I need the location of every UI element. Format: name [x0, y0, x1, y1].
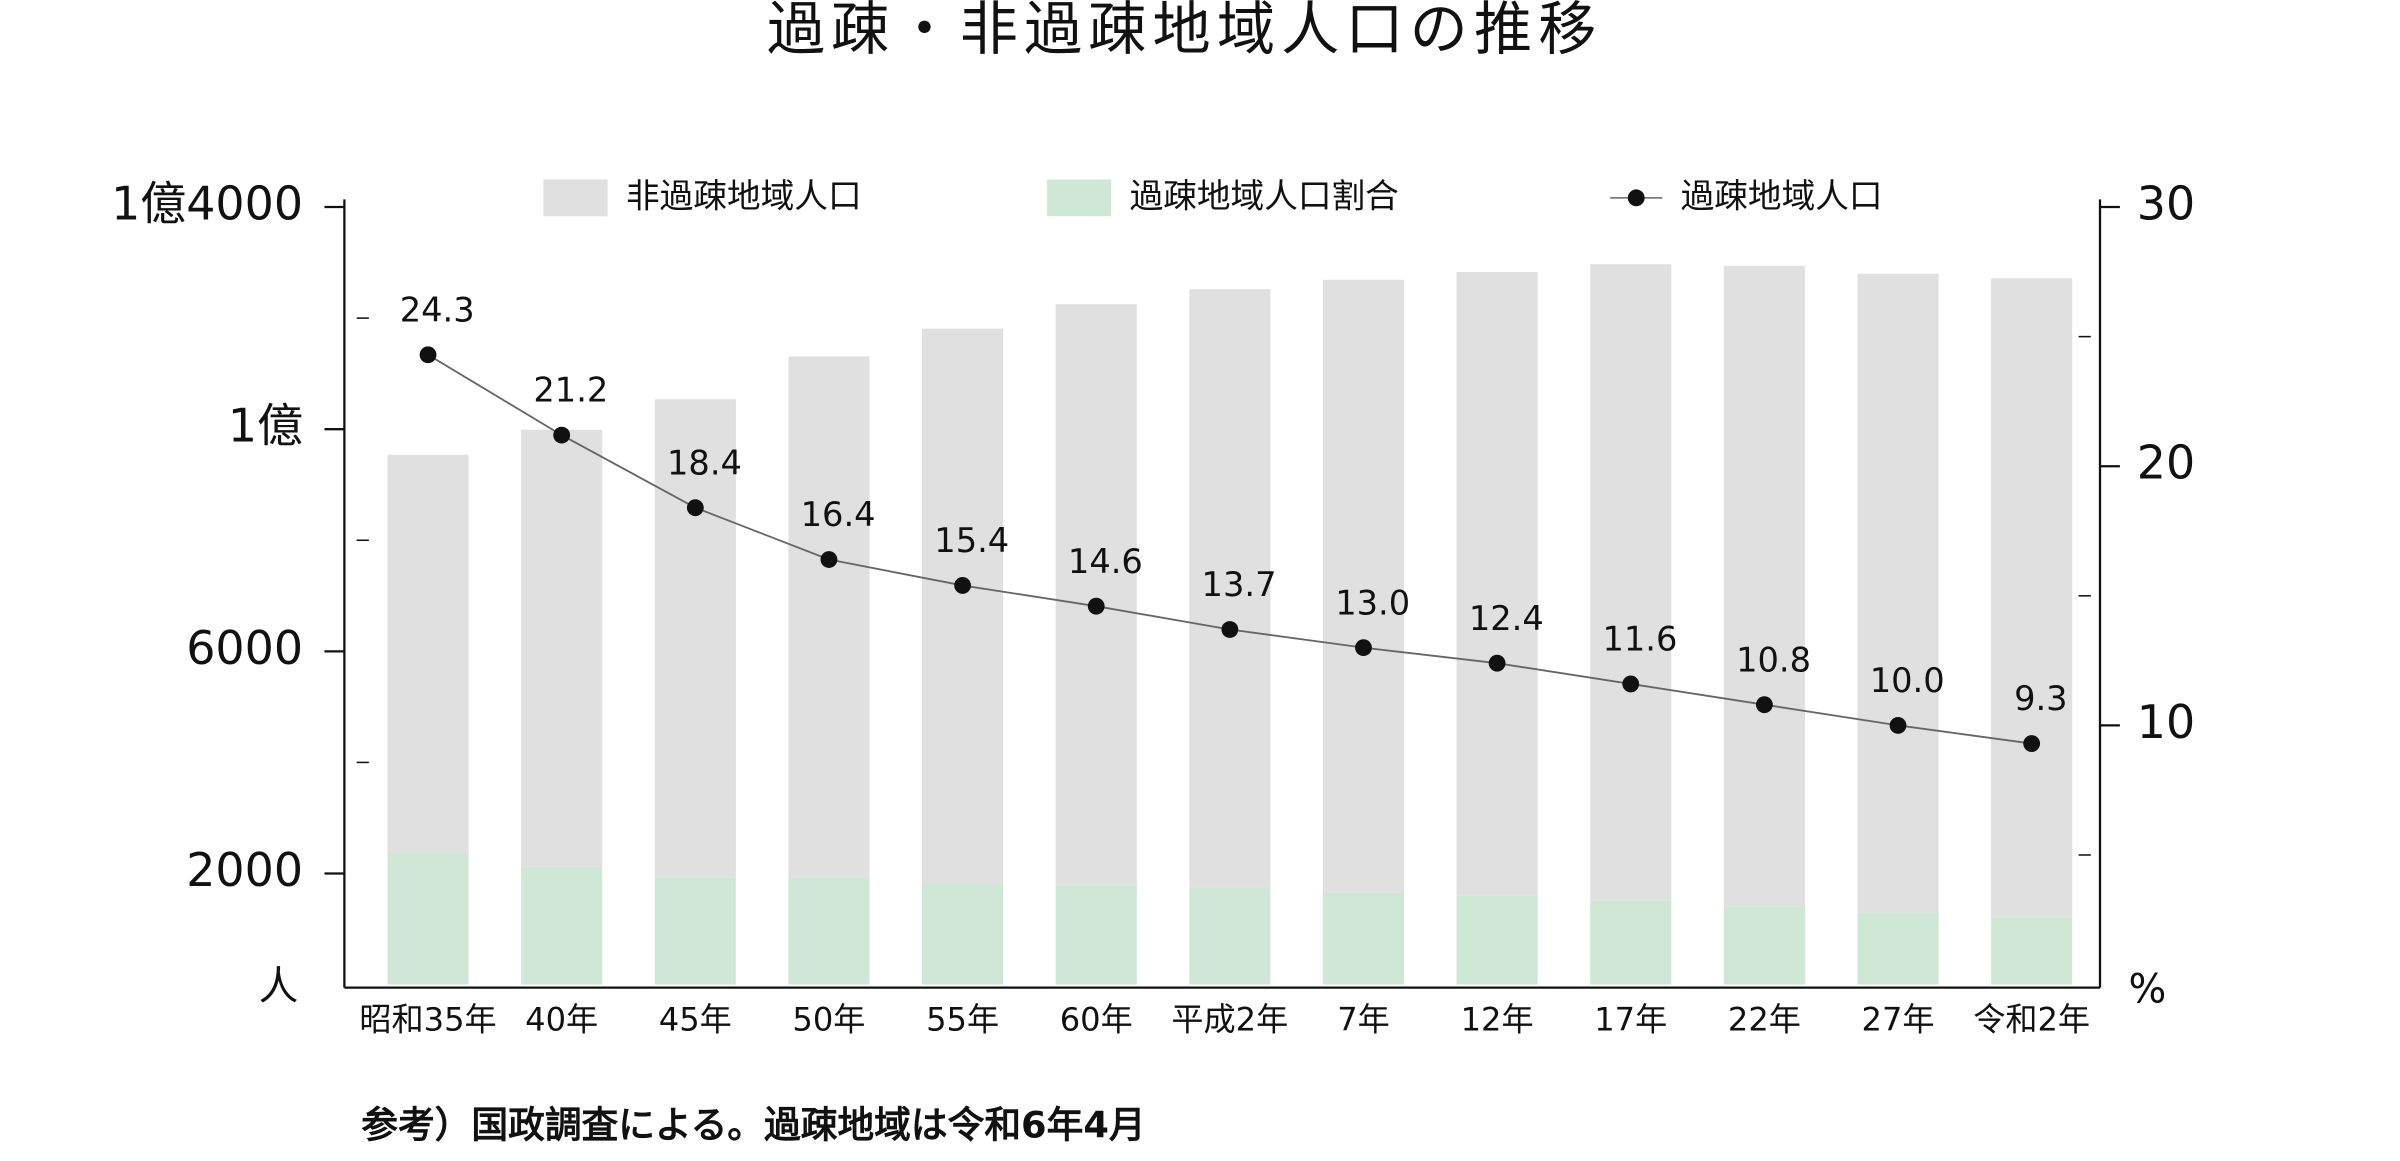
y2-unit: % [2129, 967, 2167, 1013]
data-label: 12.4 [1469, 599, 1544, 638]
marker [2023, 735, 2041, 752]
data-label: 13.7 [1202, 565, 1277, 604]
marker [1355, 639, 1372, 657]
x-tick-label: 7年 [1337, 1000, 1390, 1038]
x-tick-label: 令和2年 [1973, 1000, 2090, 1038]
data-label: 16.4 [801, 495, 876, 534]
bar [1590, 900, 1672, 985]
x-tick-label: 40年 [525, 1000, 598, 1038]
x-tick-label: 昭和35年 [359, 1000, 496, 1038]
chart-title: 過疎・非過疎地域人口の推移 [767, 0, 1603, 63]
data-label: 21.2 [533, 371, 608, 410]
bar [654, 877, 736, 985]
legend-swatch [543, 179, 608, 217]
marker [553, 426, 571, 444]
marker [419, 346, 437, 364]
bar [1857, 273, 1939, 913]
bar [521, 429, 603, 867]
x-tick-label: 平成2年 [1171, 1000, 1288, 1038]
marker [1221, 621, 1239, 638]
data-label: 13.0 [1335, 583, 1410, 622]
x-tick-label: 60年 [1060, 1000, 1133, 1038]
marker [686, 499, 704, 517]
bar [1590, 264, 1672, 901]
y-unit: 人 [259, 964, 299, 1010]
data-label: 10.8 [1736, 640, 1811, 679]
bar [788, 877, 870, 985]
legend-label: 非過疎地域人口 [626, 176, 862, 215]
bar [387, 852, 469, 985]
bar [1991, 278, 2073, 918]
y-tick-label: 1億4000 [111, 177, 303, 231]
data-label: 14.6 [1068, 542, 1143, 581]
data-label: 24.3 [400, 290, 475, 329]
bar [1055, 304, 1137, 886]
data-label: 15.4 [934, 521, 1009, 560]
marker [1755, 696, 1773, 714]
legend-swatch [1046, 179, 1112, 217]
bar [1723, 265, 1805, 907]
bar [922, 883, 1004, 985]
bar [654, 399, 736, 878]
y-tick-label: 6000 [186, 621, 303, 675]
legend-label: 過疎地域人口割合 [1130, 176, 1399, 215]
y2-tick-label: 20 [2137, 436, 2195, 490]
legend-label: 過疎地域人口 [1681, 176, 1883, 215]
marker [1622, 675, 1640, 693]
data-label: 9.3 [2014, 679, 2068, 718]
bar [1857, 912, 1939, 985]
bar [1723, 906, 1805, 985]
y-tick-label: 2000 [186, 843, 303, 897]
x-tick-label: 22年 [1728, 1000, 1801, 1038]
x-tick-label: 45年 [659, 1000, 732, 1038]
bar [1189, 289, 1271, 888]
bar [1322, 279, 1405, 893]
data-label: 10.0 [1870, 661, 1945, 700]
y2-tick-label: 30 [2137, 177, 2195, 231]
x-tick-label: 17年 [1594, 1000, 1667, 1038]
x-tick-label: 12年 [1461, 1000, 1534, 1038]
marker [1087, 597, 1105, 615]
y-tick-label: 1億 [228, 399, 303, 453]
legend-marker [1627, 189, 1645, 207]
bar [1456, 272, 1538, 896]
note: 参考）国政調査による。過疎地域は令和6年4月 [361, 1103, 1145, 1146]
x-tick-label: 55年 [926, 1000, 999, 1038]
data-label: 11.6 [1602, 620, 1677, 659]
bar [521, 866, 603, 985]
bar [922, 328, 1004, 884]
x-tick-label: 50年 [792, 1000, 865, 1038]
bar [1456, 895, 1538, 985]
bar [387, 454, 469, 853]
bar [788, 356, 870, 878]
marker [820, 551, 838, 568]
bar [1322, 892, 1405, 985]
x-tick-label: 27年 [1862, 1000, 1935, 1038]
data-label: 18.4 [667, 443, 742, 482]
bar [1189, 887, 1271, 985]
marker [1889, 716, 1907, 734]
bar [1055, 885, 1137, 985]
marker [1488, 654, 1506, 672]
y2-tick-label: 10 [2137, 695, 2195, 749]
bar [1991, 917, 2073, 985]
marker [954, 577, 971, 594]
